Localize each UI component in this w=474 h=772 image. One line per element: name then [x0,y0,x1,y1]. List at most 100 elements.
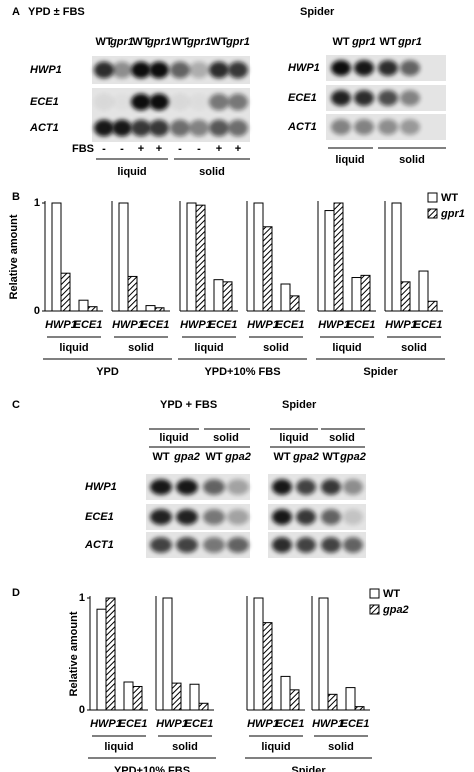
bar [262,622,273,711]
x-tick-label: HWP1 [90,718,122,730]
blot-band [378,60,398,76]
x-tick-label: ECE1 [276,319,305,331]
bar [351,277,362,312]
bar [162,597,173,711]
lane-label: WT [273,451,290,463]
condition-label: solid [329,432,355,444]
lane-label: gpr1 [225,36,250,48]
bar [360,274,371,312]
lane-label: WT [332,36,349,48]
x-tick-label: ECE1 [209,319,238,331]
blot-band [189,94,209,111]
medium-label: Spider [291,765,326,772]
fbs-sign: - [102,143,106,155]
blot-band [378,90,398,106]
medium-label: Spider [363,366,398,378]
bar [327,693,338,711]
blot-band [227,479,249,495]
condition-label: solid [401,342,427,354]
bar [289,295,300,312]
blot-band [170,119,190,137]
gene-label: ECE1 [85,511,114,523]
blot-title: YPD + FBS [160,399,217,411]
blot-band [176,509,198,525]
bar [60,272,71,312]
bar [123,681,134,711]
blot-band [203,509,225,525]
bar [427,300,438,312]
blot-band [189,61,209,79]
blot-band [131,61,151,79]
legend-label: WT [441,192,458,204]
bar [78,299,89,312]
condition-label: liquid [159,432,188,444]
x-tick-label: ECE1 [185,718,214,730]
blot-band [203,479,225,495]
gene-label: ECE1 [30,96,59,108]
condition-label: solid [328,741,354,753]
blot-band [176,537,198,553]
legend-swatch [427,208,438,219]
y-tick-label: 1 [34,197,40,209]
legend-swatch [427,192,438,203]
y-tick-label: 0 [34,305,40,317]
blot-band [131,93,151,111]
lane-label: WT [132,36,149,48]
blot-title: YPD ± FBS [28,6,85,18]
blot-band [170,61,190,79]
fbs-sign: + [156,143,162,155]
bar [324,210,335,312]
blot-band [209,61,229,79]
blot-band [228,61,248,79]
x-tick-label: HWP1 [385,319,417,331]
legend-swatch [369,588,380,599]
blot-band [189,119,209,137]
bar [186,202,197,312]
gene-label: HWP1 [30,64,62,76]
blot-band [343,509,363,525]
y-tick-label: 1 [79,592,85,604]
blot-band [272,509,292,525]
medium-label: YPD [96,366,119,378]
bar [345,687,356,711]
x-tick-label: HWP1 [312,718,344,730]
bar [354,706,365,711]
bar [262,226,273,312]
fbs-label: FBS [72,143,94,155]
lane-label: WT [322,451,339,463]
condition-label: solid [199,166,225,178]
condition-label: liquid [279,432,308,444]
blot-band [272,479,292,495]
x-tick-label: HWP1 [156,718,188,730]
bar [213,279,224,312]
blot-band [149,61,169,79]
condition-label: solid [172,741,198,753]
condition-label: solid [399,154,425,166]
blot-band [354,119,374,135]
y-tick-label: 0 [79,704,85,716]
lane-label: gpa2 [292,451,319,463]
medium-label: YPD+10% FBS [114,765,190,772]
fbs-sign: - [197,143,201,155]
bar [198,702,209,711]
panel-label: B [12,191,20,203]
gene-label: ACT1 [84,539,114,551]
lane-label: WT [210,36,227,48]
bar [145,305,156,312]
blot-band [209,93,229,111]
fbs-sign: - [120,143,124,155]
bar [96,608,107,711]
bar [318,597,329,711]
blot-band [321,479,341,495]
lane-label: gpr1 [146,36,171,48]
condition-label: liquid [332,342,361,354]
x-tick-label: HWP1 [180,319,212,331]
panel-label: A [12,6,20,18]
x-tick-label: HWP1 [318,319,350,331]
y-axis-label: Relative amount [8,214,20,299]
blot-band [112,61,132,79]
bar [253,202,264,312]
blot-band [228,93,248,111]
fbs-sign: + [235,143,241,155]
lane-label: WT [205,451,222,463]
